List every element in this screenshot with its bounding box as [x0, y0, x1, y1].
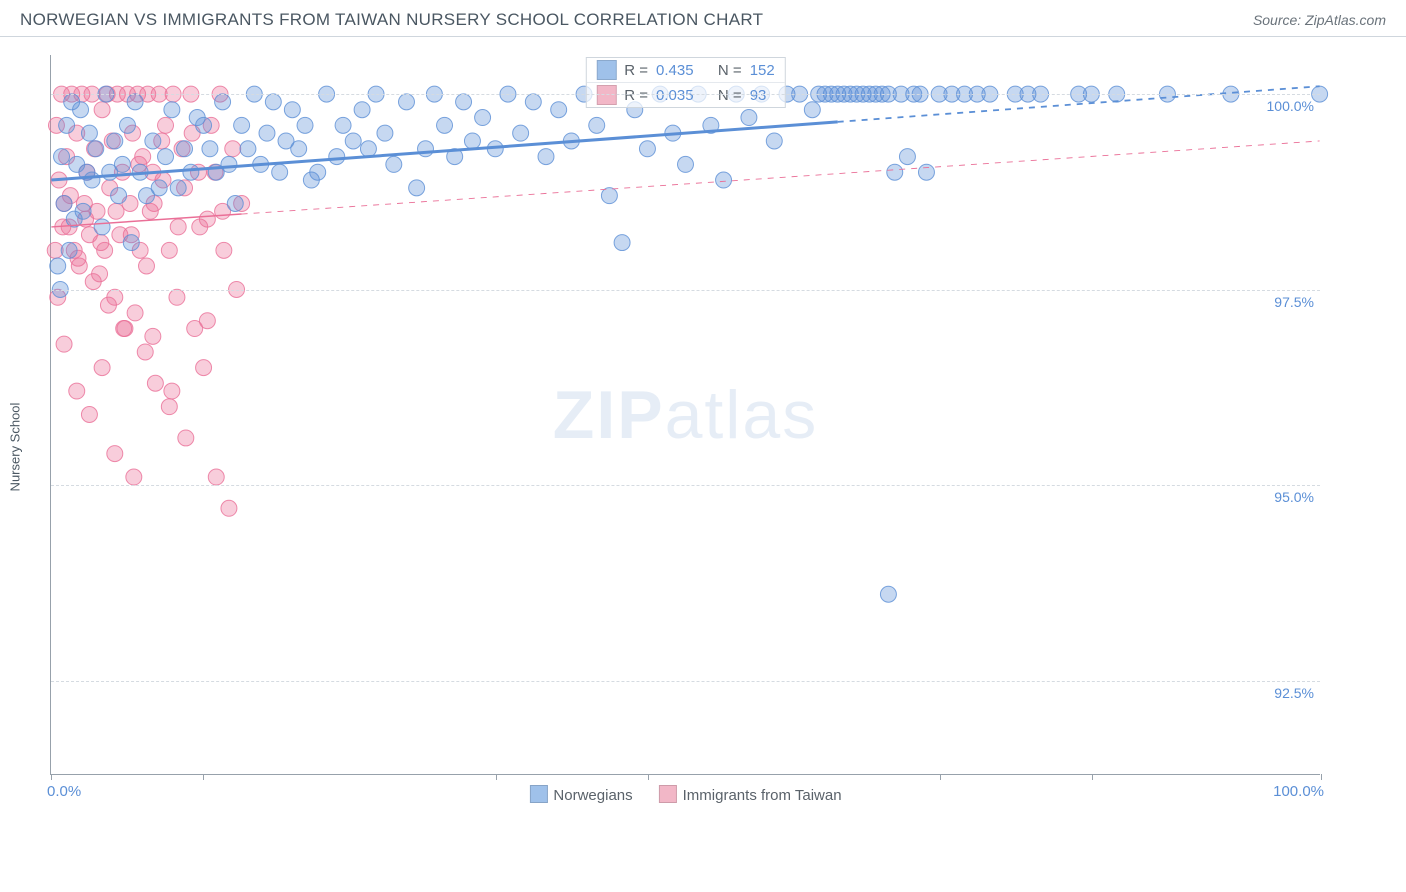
chart-title: NORWEGIAN VS IMMIGRANTS FROM TAIWAN NURS…	[20, 10, 763, 30]
square-icon	[659, 785, 677, 803]
y-axis-label: Nursery School	[7, 403, 22, 492]
square-icon	[596, 60, 616, 80]
y-tick-label: 92.5%	[1274, 685, 1314, 701]
correlation-legend: R = 0.435 N = 152 R = 0.035 N = 93	[585, 57, 785, 108]
x-tick	[1092, 774, 1093, 780]
x-tick	[51, 774, 52, 780]
x-tick	[1321, 774, 1322, 780]
x-tick	[496, 774, 497, 780]
y-tick-label: 97.5%	[1274, 294, 1314, 310]
chart-area: Nursery School ZIPatlas R = 0.435 N = 15…	[0, 37, 1406, 857]
x-axis-end-label: 100.0%	[1273, 783, 1324, 800]
x-tick	[648, 774, 649, 780]
gridline	[51, 485, 1320, 486]
corr-row-blue: R = 0.435 N = 152	[586, 58, 784, 83]
legend-item-pink: Immigrants from Taiwan	[659, 785, 842, 804]
y-tick-label: 95.0%	[1274, 489, 1314, 505]
gridline	[51, 681, 1320, 682]
x-tick	[940, 774, 941, 780]
source-label: Source: ZipAtlas.com	[1253, 12, 1386, 28]
y-tick-label: 100.0%	[1267, 98, 1314, 114]
square-icon	[529, 785, 547, 803]
gridline	[51, 94, 1320, 95]
legend-item-blue: Norwegians	[529, 785, 632, 804]
x-tick	[203, 774, 204, 780]
plot-region: ZIPatlas R = 0.435 N = 152 R = 0.035 N =…	[50, 55, 1320, 775]
x-axis-start-label: 0.0%	[47, 783, 81, 800]
bottom-legend: Norwegians Immigrants from Taiwan	[529, 785, 841, 804]
trend-lines	[51, 55, 1320, 774]
gridline	[51, 290, 1320, 291]
